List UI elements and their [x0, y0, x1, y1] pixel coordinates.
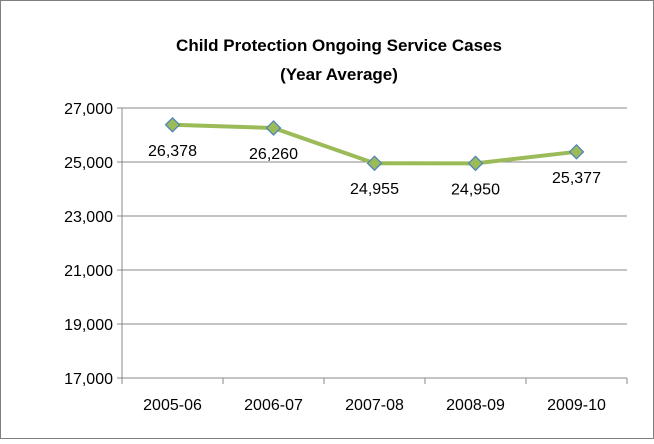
data-label: 26,378 [148, 143, 197, 160]
data-point [467, 155, 484, 172]
y-tick-label: 19,000 [64, 317, 113, 334]
data-labels: 26,378 26,260 24,955 24,950 25,377 [148, 143, 601, 199]
y-tick-label: 23,000 [64, 209, 113, 226]
data-label: 26,260 [249, 146, 298, 163]
y-tick-labels: 27,000 25,000 23,000 21,000 19,000 17,000 [64, 101, 113, 388]
x-tick-label: 2008-09 [446, 397, 505, 414]
y-tick-label: 25,000 [64, 155, 113, 172]
data-point [568, 143, 585, 160]
data-point [164, 116, 181, 133]
x-tick-labels: 2005-06 2006-07 2007-08 2008-09 2009-10 [143, 397, 606, 414]
data-label: 24,950 [451, 181, 500, 198]
chart-subtitle: (Year Average) [280, 65, 398, 84]
chart-title: Child Protection Ongoing Service Cases [176, 36, 502, 55]
data-markers [164, 116, 585, 172]
x-tick-label: 2005-06 [143, 397, 202, 414]
data-label: 25,377 [552, 170, 601, 187]
y-tick-label: 21,000 [64, 263, 113, 280]
data-point [265, 120, 282, 136]
axes [117, 107, 628, 384]
x-tick-label: 2006-07 [244, 397, 303, 414]
x-tick-label: 2009-10 [547, 397, 606, 414]
data-label: 24,955 [350, 181, 399, 198]
data-point [366, 155, 383, 172]
y-tick-label: 17,000 [64, 371, 113, 388]
x-tick-label: 2007-08 [345, 397, 404, 414]
y-tick-label: 27,000 [64, 101, 113, 118]
